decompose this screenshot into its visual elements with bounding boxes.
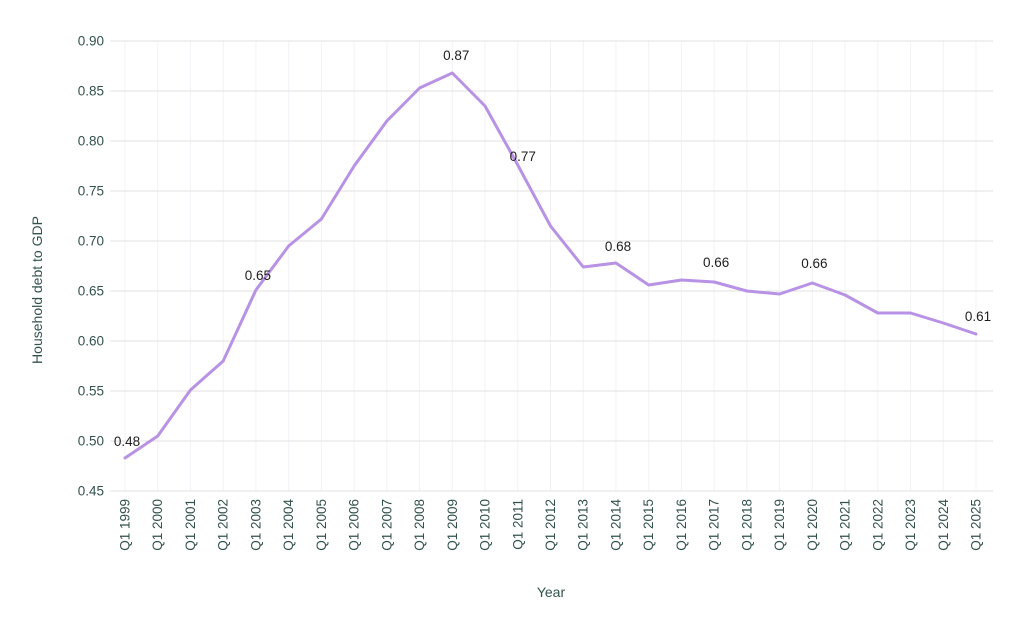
x-axis-tick-label: Q1 2006 xyxy=(347,499,362,551)
x-axis-tick-label: Q1 2004 xyxy=(281,499,296,551)
y-axis-tick-label: 0.55 xyxy=(78,384,104,399)
x-axis-tick-label: Q1 2003 xyxy=(248,499,263,551)
horizontal-gridlines xyxy=(110,40,993,492)
x-axis-tick-label: Q1 2014 xyxy=(608,499,623,551)
y-axis-tick-label: 0.50 xyxy=(78,434,104,449)
y-axis-tick-label: 0.70 xyxy=(78,234,104,249)
x-axis-tick-label: Q1 2024 xyxy=(936,499,951,551)
data-point-label: 0.65 xyxy=(245,268,271,283)
y-axis-tick-label: 0.80 xyxy=(78,134,104,149)
data-point-label: 0.66 xyxy=(801,256,827,271)
data-point-labels: 0.48 0.65 0.87 0.77 0.68 0.66 0.66 0.61 xyxy=(114,48,991,449)
x-axis-tick-label: Q1 2015 xyxy=(641,499,656,551)
y-axis-tick-label: 0.60 xyxy=(78,334,104,349)
x-axis-tick-label: Q1 2013 xyxy=(576,499,591,551)
data-series-line xyxy=(123,71,978,460)
x-axis-tick-label: Q1 2023 xyxy=(903,499,918,551)
y-axis-tick-labels: 0.45 0.50 0.55 0.60 0.65 0.70 0.75 0.80 0.85 0.90 xyxy=(78,34,104,499)
data-point-label: 0.61 xyxy=(965,309,991,324)
x-axis-tick-label: Q1 2011 xyxy=(510,499,525,550)
x-axis-tick-label: Q1 2019 xyxy=(772,499,787,551)
y-axis-tick-label: 0.45 xyxy=(78,484,104,499)
vertical-gridlines xyxy=(124,41,977,491)
x-axis-tick-label: Q1 2010 xyxy=(478,499,493,551)
data-point-label: 0.87 xyxy=(443,48,469,63)
x-axis-tick-label: Q1 2009 xyxy=(445,499,460,551)
x-axis-tick-label: Q1 2005 xyxy=(314,499,329,551)
x-axis-tick-labels: Q1 1999 Q1 2000 Q1 2001 Q1 2002 Q1 2003 Q1 20… xyxy=(118,499,984,551)
x-axis-tick-label: Q1 2017 xyxy=(707,499,722,551)
x-axis-tick-label: Q1 2012 xyxy=(543,499,558,551)
x-axis-tick-label: Q1 2001 xyxy=(183,499,198,551)
series-polyline xyxy=(123,71,978,460)
x-axis-tick-label: Q1 2018 xyxy=(739,499,754,551)
x-axis-tick-label: Q1 2021 xyxy=(838,499,853,551)
y-axis-title: Household debt to GDP xyxy=(29,216,45,364)
data-point-label: 0.48 xyxy=(114,434,140,449)
x-axis-tick-label: Q1 2020 xyxy=(805,499,820,551)
data-point-label: 0.68 xyxy=(605,239,631,254)
data-point-label: 0.77 xyxy=(510,149,536,164)
y-axis-tick-label: 0.75 xyxy=(78,184,104,199)
x-axis-tick-label: Q1 2016 xyxy=(674,499,689,551)
y-axis-tick-label: 0.85 xyxy=(78,84,104,99)
x-axis-tick-label: Q1 2002 xyxy=(216,499,231,551)
x-axis-tick-label: Q1 2022 xyxy=(870,499,885,551)
x-axis-tick-label: Q1 2008 xyxy=(412,499,427,551)
y-axis-tick-label: 0.90 xyxy=(78,34,104,49)
x-axis-tick-label: Q1 2007 xyxy=(379,499,394,551)
y-axis-tick-label: 0.65 xyxy=(78,284,104,299)
data-point-label: 0.66 xyxy=(703,255,729,270)
x-axis-title: Year xyxy=(537,584,566,600)
x-axis-tick-label: Q1 2025 xyxy=(969,499,984,551)
x-axis-tick-label: Q1 2000 xyxy=(150,499,165,551)
x-axis-tick-label: Q1 1999 xyxy=(118,499,133,551)
